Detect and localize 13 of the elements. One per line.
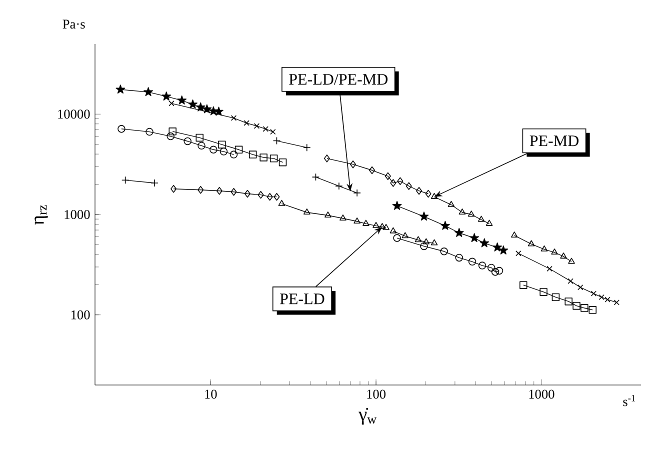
y-tick-label: 1000 bbox=[64, 210, 90, 219]
y-axis-title: η$_{rz}$ bbox=[34, 205, 48, 225]
text: s$^{-1}$ bbox=[623, 395, 636, 406]
x-tick-label: 100 bbox=[367, 390, 386, 399]
y-tick-label: 100 bbox=[71, 310, 90, 320]
text: Pa·s bbox=[62, 20, 85, 29]
x-tick-label: 10 bbox=[205, 390, 217, 399]
annotation: PE-MD bbox=[530, 136, 579, 146]
y-tick-label: 10000 bbox=[58, 110, 90, 119]
x-tick-label: 1000 bbox=[529, 390, 554, 399]
annotation: PE-LD/PE-MD bbox=[289, 74, 388, 85]
annotation: PE-LD bbox=[280, 294, 324, 304]
x-axis-title: γ̇$_{w}$ bbox=[358, 408, 377, 425]
